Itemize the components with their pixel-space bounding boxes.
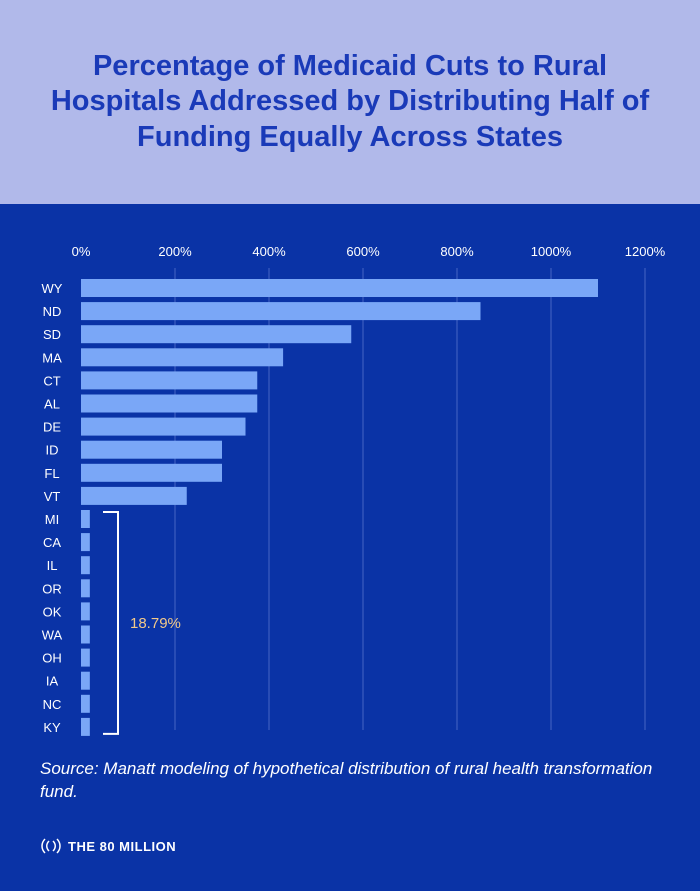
bar-or <box>81 579 90 598</box>
bar-nc <box>81 694 90 713</box>
bar-de <box>81 417 246 436</box>
bar-wa <box>81 625 90 644</box>
x-tick-label: 1000% <box>531 244 572 259</box>
category-label: OK <box>43 604 62 619</box>
header-banner: Percentage of Medicaid Cuts to Rural Hos… <box>0 0 700 204</box>
bar-ok <box>81 602 90 621</box>
category-label: IL <box>47 558 58 573</box>
category-label: CA <box>43 535 61 550</box>
category-label: AL <box>44 397 60 412</box>
bar-fl <box>81 463 222 482</box>
category-label: VT <box>44 489 61 504</box>
category-label: NC <box>43 697 62 712</box>
bar-id <box>81 440 222 459</box>
bar-il <box>81 556 90 575</box>
category-label: MA <box>42 350 62 365</box>
category-label: IA <box>46 674 59 689</box>
category-label: CT <box>43 373 60 388</box>
bar-wy <box>81 279 598 297</box>
bar-chart: 0% 200% 400% 600% 800% 1000% 1200% WY ND SD MA CT AL… <box>42 244 666 736</box>
x-tick-label: 600% <box>346 244 380 259</box>
x-tick-label: 400% <box>252 244 286 259</box>
category-label: OH <box>42 651 62 666</box>
annotation-label: 18.79% <box>130 615 181 632</box>
sound-wave-icon <box>41 838 61 854</box>
category-label: WA <box>42 628 63 643</box>
category-label: DE <box>43 420 61 435</box>
bar-mi <box>81 510 90 528</box>
bar-al <box>81 394 258 413</box>
category-label: ND <box>43 304 62 319</box>
brand-name: THE 80 MILLION <box>68 838 177 854</box>
x-tick-label: 0% <box>72 244 91 259</box>
category-label: WY <box>42 281 63 296</box>
x-tick-label: 800% <box>440 244 474 259</box>
bar-ky <box>81 717 90 736</box>
bar-ca <box>81 533 90 552</box>
bar-nd <box>81 302 481 321</box>
x-tick-label: 200% <box>158 244 192 259</box>
category-label: SD <box>43 327 61 342</box>
bar-vt <box>81 486 187 505</box>
bar-ma <box>81 348 284 367</box>
chart-title: Percentage of Medicaid Cuts to Rural Hos… <box>50 49 650 153</box>
category-label: MI <box>45 512 59 527</box>
category-label: ID <box>46 443 59 458</box>
brand-logo: THE 80 MILLION <box>40 836 176 856</box>
bar-sd <box>81 325 352 344</box>
category-label: KY <box>43 720 61 735</box>
category-label: OR <box>42 581 62 596</box>
bar-ct <box>81 371 258 390</box>
category-label: FL <box>44 466 59 481</box>
bar-ia <box>81 671 90 690</box>
bar-oh <box>81 648 90 667</box>
chart-area: 0% 200% 400% 600% 800% 1000% 1200% WY ND SD MA CT AL… <box>0 204 700 744</box>
annotation-bracket <box>103 511 119 735</box>
x-tick-label: 1200% <box>625 244 666 259</box>
source-note: Source: Manatt modeling of hypothetical … <box>40 759 653 801</box>
